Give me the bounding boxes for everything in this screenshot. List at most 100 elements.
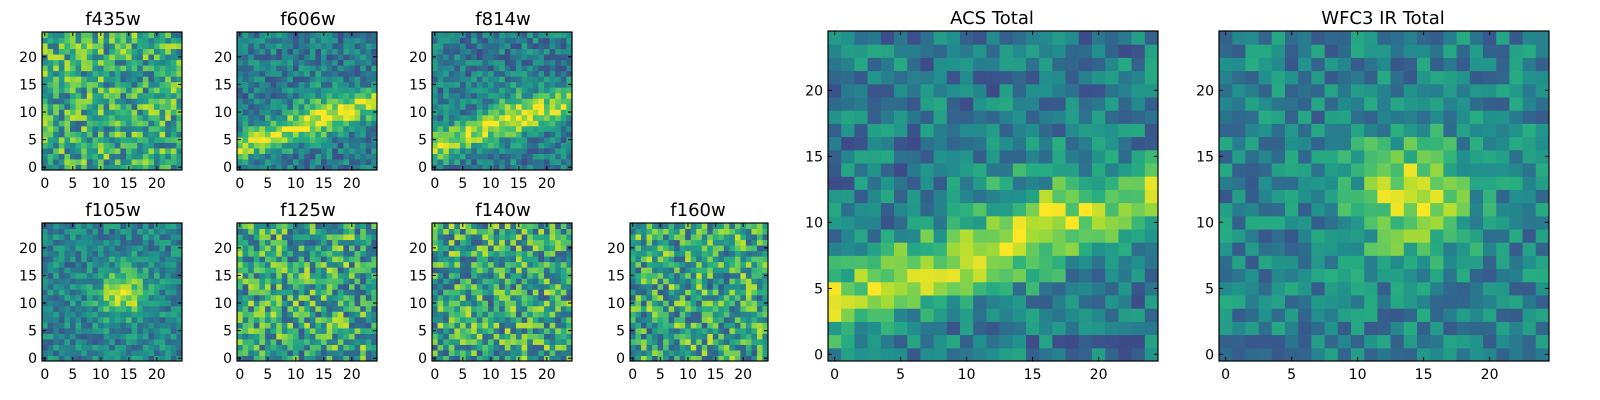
heatmap-cell	[281, 245, 288, 252]
heatmap-cell	[544, 349, 551, 356]
heatmap-cell	[657, 256, 664, 263]
heatmap-cell	[516, 349, 523, 356]
heatmap-cell	[349, 327, 356, 334]
heatmap-cell	[259, 142, 266, 149]
heatmap-cell	[309, 65, 316, 72]
heatmap-cell	[109, 245, 116, 252]
heatmap-cell	[880, 255, 895, 270]
heatmap-cell	[745, 267, 752, 274]
heatmap-cell	[304, 87, 311, 94]
heatmap-cell	[690, 234, 697, 241]
heatmap-cell	[120, 250, 127, 257]
heatmap-cell	[933, 229, 948, 243]
heatmap-cell	[566, 153, 573, 160]
heatmap-cell	[326, 109, 333, 116]
heatmap-cell	[516, 272, 523, 279]
heatmap-cell	[53, 65, 60, 72]
heatmap-cell	[555, 228, 562, 235]
heatmap-cell	[354, 37, 361, 44]
heatmap-cell	[332, 300, 339, 307]
heatmap-cell	[657, 327, 664, 334]
heatmap-cell	[114, 120, 121, 127]
heatmap-cell	[646, 333, 653, 340]
heatmap-cell	[448, 48, 455, 55]
heatmap-cell	[142, 294, 149, 301]
heatmap-cell	[560, 294, 567, 301]
heatmap-cell	[259, 136, 266, 143]
heatmap-cell	[516, 311, 523, 318]
heatmap-cell	[729, 261, 736, 268]
heatmap-cell	[657, 349, 664, 356]
heatmap-cell	[841, 268, 855, 283]
heatmap-cell	[86, 81, 93, 88]
heatmap-cell	[504, 37, 511, 44]
heatmap-cell	[265, 289, 272, 296]
heatmap-cell	[443, 355, 450, 362]
heatmap-cell	[131, 305, 138, 312]
heatmap-cell	[740, 333, 747, 340]
heatmap-cell	[326, 65, 333, 72]
y-tick-label: 5	[28, 324, 37, 340]
heatmap-cell	[242, 43, 249, 50]
heatmap-cell	[114, 267, 121, 274]
heatmap-cell	[946, 281, 961, 296]
heatmap-cell	[276, 48, 283, 55]
heatmap-cell	[532, 322, 539, 329]
heatmap-cell	[103, 333, 110, 340]
heatmap-cell	[298, 234, 305, 241]
heatmap-cell	[476, 32, 483, 39]
heatmap-cell	[630, 250, 637, 257]
heatmap-cell	[635, 250, 642, 257]
heatmap-cell	[304, 305, 311, 312]
heatmap-cell	[154, 65, 161, 72]
heatmap-cell	[70, 322, 77, 329]
heatmap-cell	[532, 239, 539, 246]
heatmap-cell	[516, 289, 523, 296]
heatmap-cell	[504, 228, 511, 235]
heatmap-cell	[265, 131, 272, 138]
heatmap-cell	[47, 223, 54, 230]
heatmap-cell	[696, 311, 703, 318]
heatmap-cell	[360, 278, 367, 285]
heatmap-cell	[504, 43, 511, 50]
heatmap-cell	[471, 48, 478, 55]
heatmap-cell	[326, 272, 333, 279]
heatmap-cell	[86, 228, 93, 235]
heatmap-cell	[81, 327, 88, 334]
heatmap-cell	[471, 81, 478, 88]
heatmap-cell	[47, 322, 54, 329]
heatmap-cell	[42, 256, 49, 263]
heatmap-cell	[652, 300, 659, 307]
heatmap-cell	[432, 239, 439, 246]
heatmap-cell	[176, 76, 183, 83]
heatmap-cell	[70, 81, 77, 88]
heatmap-cell	[488, 92, 495, 99]
heatmap-cell	[723, 228, 730, 235]
heatmap-cell	[137, 272, 144, 279]
heatmap-cell	[762, 349, 769, 356]
heatmap-cell	[148, 250, 155, 257]
heatmap-cell	[276, 234, 283, 241]
heatmap-cell	[521, 234, 528, 241]
heatmap-cell	[510, 355, 517, 362]
heatmap-cell	[516, 344, 523, 351]
heatmap-cell	[70, 316, 77, 323]
heatmap-cell	[114, 81, 121, 88]
heatmap-cell	[159, 267, 166, 274]
heatmap-cell	[488, 109, 495, 116]
heatmap-cell	[663, 305, 670, 312]
heatmap-cell	[499, 92, 506, 99]
heatmap-cell	[920, 334, 935, 349]
heatmap-cell	[756, 294, 763, 301]
heatmap-cell	[538, 333, 545, 340]
heatmap-cell	[253, 81, 260, 88]
heatmap-cell	[309, 338, 316, 345]
heatmap-cell	[538, 109, 545, 116]
heatmap-cell	[86, 278, 93, 285]
heatmap-cell	[527, 65, 534, 72]
heatmap-cell	[343, 245, 350, 252]
heatmap-cell	[298, 131, 305, 138]
heatmap-cell	[493, 153, 500, 160]
heatmap-cell	[293, 131, 300, 138]
heatmap-cell	[641, 234, 648, 241]
